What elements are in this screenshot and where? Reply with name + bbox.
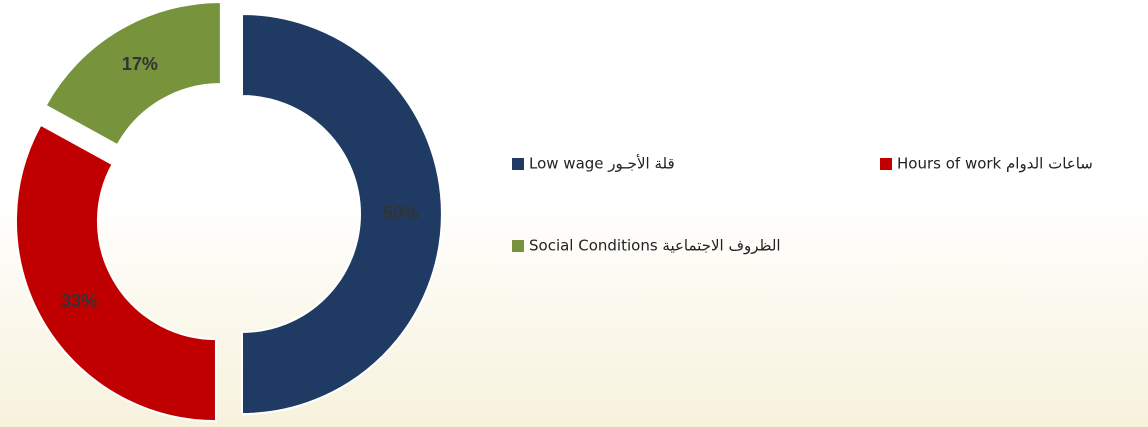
legend-label: Low wage قلة الأجـور — [529, 154, 675, 173]
donut-slice — [44, 0, 222, 147]
data-label: 50% — [383, 203, 419, 223]
legend-label: Social Conditions الظروف الاجتماعية — [529, 237, 781, 255]
legend-marker — [512, 240, 524, 252]
data-label: 33% — [61, 291, 97, 311]
donut-slice — [14, 123, 217, 423]
legend-marker — [512, 158, 524, 170]
donut-slice — [241, 12, 443, 416]
legend-label: Hours of work ساعات الدوام — [897, 155, 1093, 173]
data-label: 17% — [122, 54, 158, 74]
legend-marker — [880, 158, 892, 170]
